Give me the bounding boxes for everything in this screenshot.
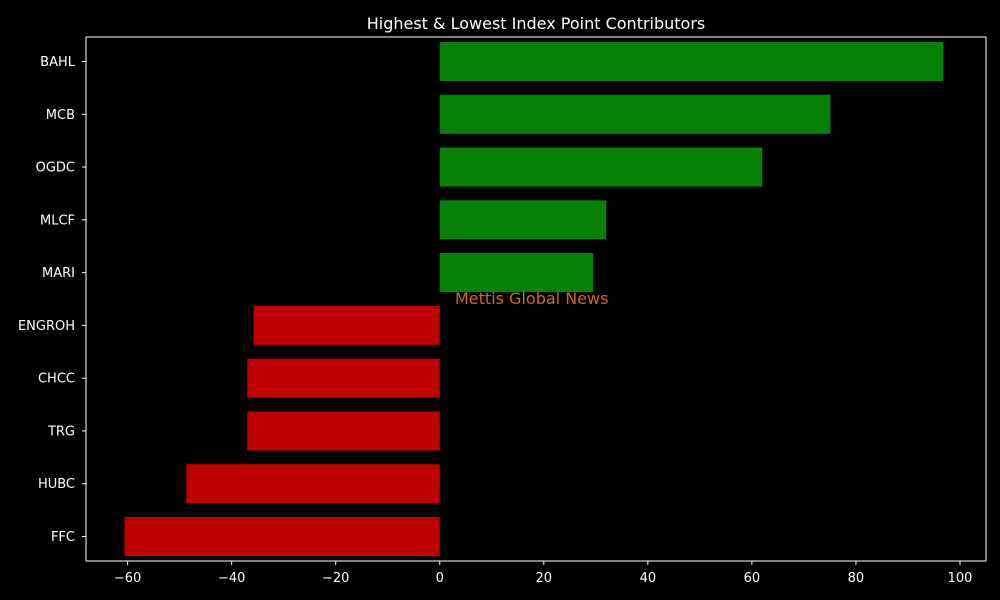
bar-bahl [439,42,944,81]
bar-trg [247,411,440,451]
x-tick-label: −20 [322,571,349,586]
chart-title: Highest & Lowest Index Point Contributor… [367,14,706,33]
x-tick-label: 60 [744,571,761,586]
x-tick-label: 20 [536,571,553,586]
y-tick-label-engroh: ENGROH [18,319,75,334]
bars [124,42,944,556]
x-tick-label: −60 [114,571,141,586]
y-tick-label-hubc: HUBC [38,477,75,492]
plot-frame [85,36,987,562]
x-tick-label: 40 [640,571,657,586]
x-tick-label: 100 [948,571,973,586]
x-tick-label: 0 [436,571,444,586]
bar-mari [439,253,594,293]
y-axis-ticks: BAHL MCB OGDC MLCF MARI ENGROH CHCC TRG HUBC FFC [18,55,86,545]
bar-hubc [186,464,440,504]
bar-mlcf [439,200,607,240]
bar-ffc [124,517,440,556]
y-tick-label-ffc: FFC [51,530,75,545]
bar-engroh [253,305,440,345]
watermark: Mettis Global News [455,289,608,308]
plot-area [85,36,987,562]
y-tick-label-mlcf: MLCF [40,213,75,228]
x-tick-label: 80 [848,571,865,586]
y-tick-label-mcb: MCB [46,108,75,123]
x-tick-label: −40 [218,571,245,586]
bar-ogdc [439,147,763,187]
y-tick-label-mari: MARI [42,266,75,281]
y-tick-label-ogdc: OGDC [36,161,75,176]
bar-chcc [247,358,440,398]
y-tick-label-chcc: CHCC [38,372,75,387]
y-tick-label-bahl: BAHL [40,55,76,70]
y-tick-label-trg: TRG [47,424,75,439]
x-axis-ticks: −60 −40 −20 0 20 40 60 80 100 [114,561,973,586]
bar-mcb [439,94,831,134]
